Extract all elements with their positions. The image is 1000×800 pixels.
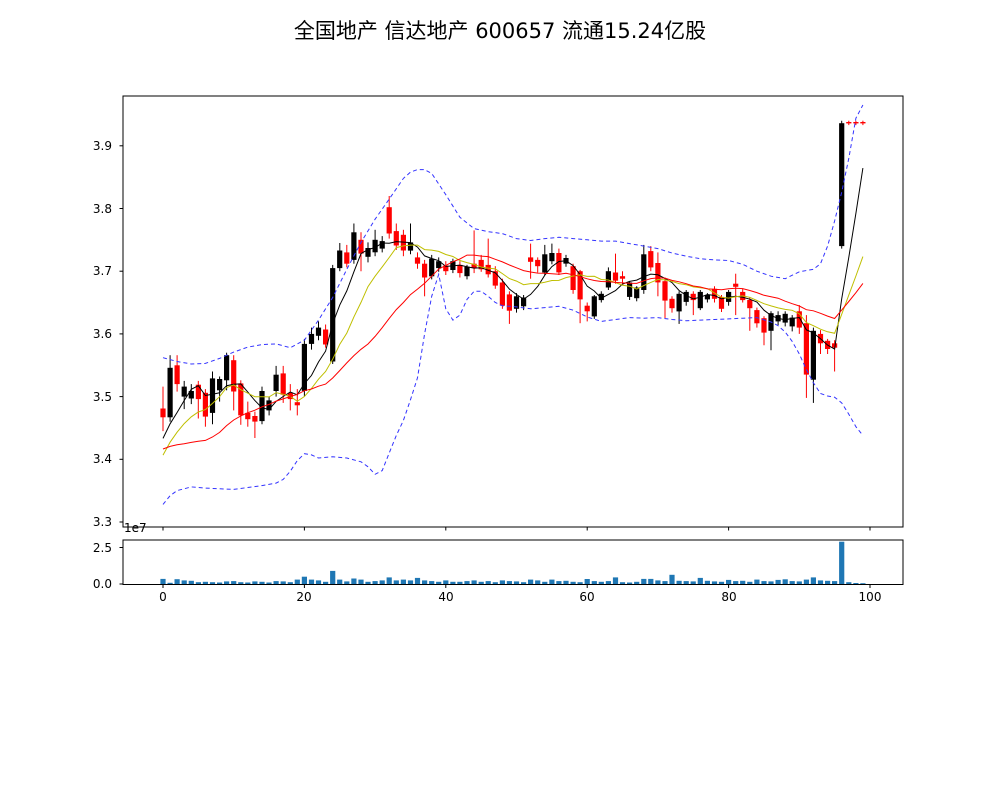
volume-axis-offset-label: 1e7 <box>124 521 147 535</box>
volume-tick-label: 2.5 <box>92 541 112 555</box>
lower-band-line <box>162 272 864 505</box>
price-tick-label: 3.5 <box>92 390 112 404</box>
volume-panel-frame <box>122 539 904 585</box>
volume-tick-label: 0.0 <box>92 577 112 591</box>
tick-marks <box>119 145 871 588</box>
chart-title: 全国地产 信达地产 600657 流通15.24亿股 <box>293 19 707 43</box>
x-tick-label: 60 <box>579 590 595 604</box>
price-tick-label: 3.9 <box>92 139 112 153</box>
price-tick-label: 3.4 <box>92 452 112 466</box>
price-tick-label: 3.8 <box>92 202 112 216</box>
ma20-line <box>162 254 864 450</box>
price-tick-label: 3.7 <box>92 264 112 278</box>
ma10-line <box>162 244 864 456</box>
price-tick-label: 3.6 <box>92 327 112 341</box>
price-tick-label: 3.3 <box>92 515 112 529</box>
x-tick-label: 100 <box>858 590 882 604</box>
price-panel-frame <box>122 95 904 528</box>
candlesticks <box>160 120 866 438</box>
x-tick-label: 0 <box>159 590 167 604</box>
ma5-line <box>162 168 864 439</box>
x-tick-label: 20 <box>296 590 312 604</box>
upper-band-line <box>162 104 864 365</box>
x-tick-label: 40 <box>438 590 454 604</box>
volume-bars <box>160 541 866 584</box>
x-tick-label: 80 <box>721 590 737 604</box>
